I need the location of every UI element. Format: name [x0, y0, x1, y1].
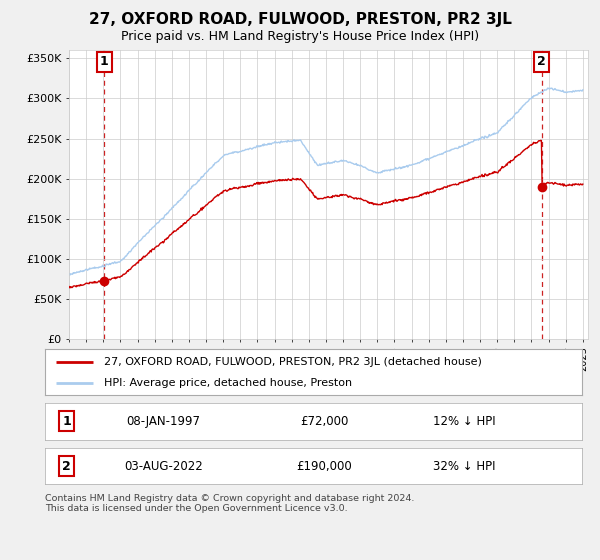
Text: 03-AUG-2022: 03-AUG-2022: [124, 460, 203, 473]
Text: 27, OXFORD ROAD, FULWOOD, PRESTON, PR2 3JL (detached house): 27, OXFORD ROAD, FULWOOD, PRESTON, PR2 3…: [104, 357, 482, 367]
Text: 12% ↓ HPI: 12% ↓ HPI: [433, 415, 495, 428]
Text: 32% ↓ HPI: 32% ↓ HPI: [433, 460, 495, 473]
Text: Price paid vs. HM Land Registry's House Price Index (HPI): Price paid vs. HM Land Registry's House …: [121, 30, 479, 43]
Text: 27, OXFORD ROAD, FULWOOD, PRESTON, PR2 3JL: 27, OXFORD ROAD, FULWOOD, PRESTON, PR2 3…: [89, 12, 511, 27]
Text: 1: 1: [100, 55, 109, 68]
Text: 08-JAN-1997: 08-JAN-1997: [126, 415, 200, 428]
Text: £190,000: £190,000: [296, 460, 352, 473]
Text: Contains HM Land Registry data © Crown copyright and database right 2024.
This d: Contains HM Land Registry data © Crown c…: [45, 494, 415, 514]
Text: HPI: Average price, detached house, Preston: HPI: Average price, detached house, Pres…: [104, 379, 352, 388]
Text: 1: 1: [62, 415, 71, 428]
Text: £72,000: £72,000: [300, 415, 349, 428]
Text: 2: 2: [537, 55, 546, 68]
Text: 2: 2: [62, 460, 71, 473]
